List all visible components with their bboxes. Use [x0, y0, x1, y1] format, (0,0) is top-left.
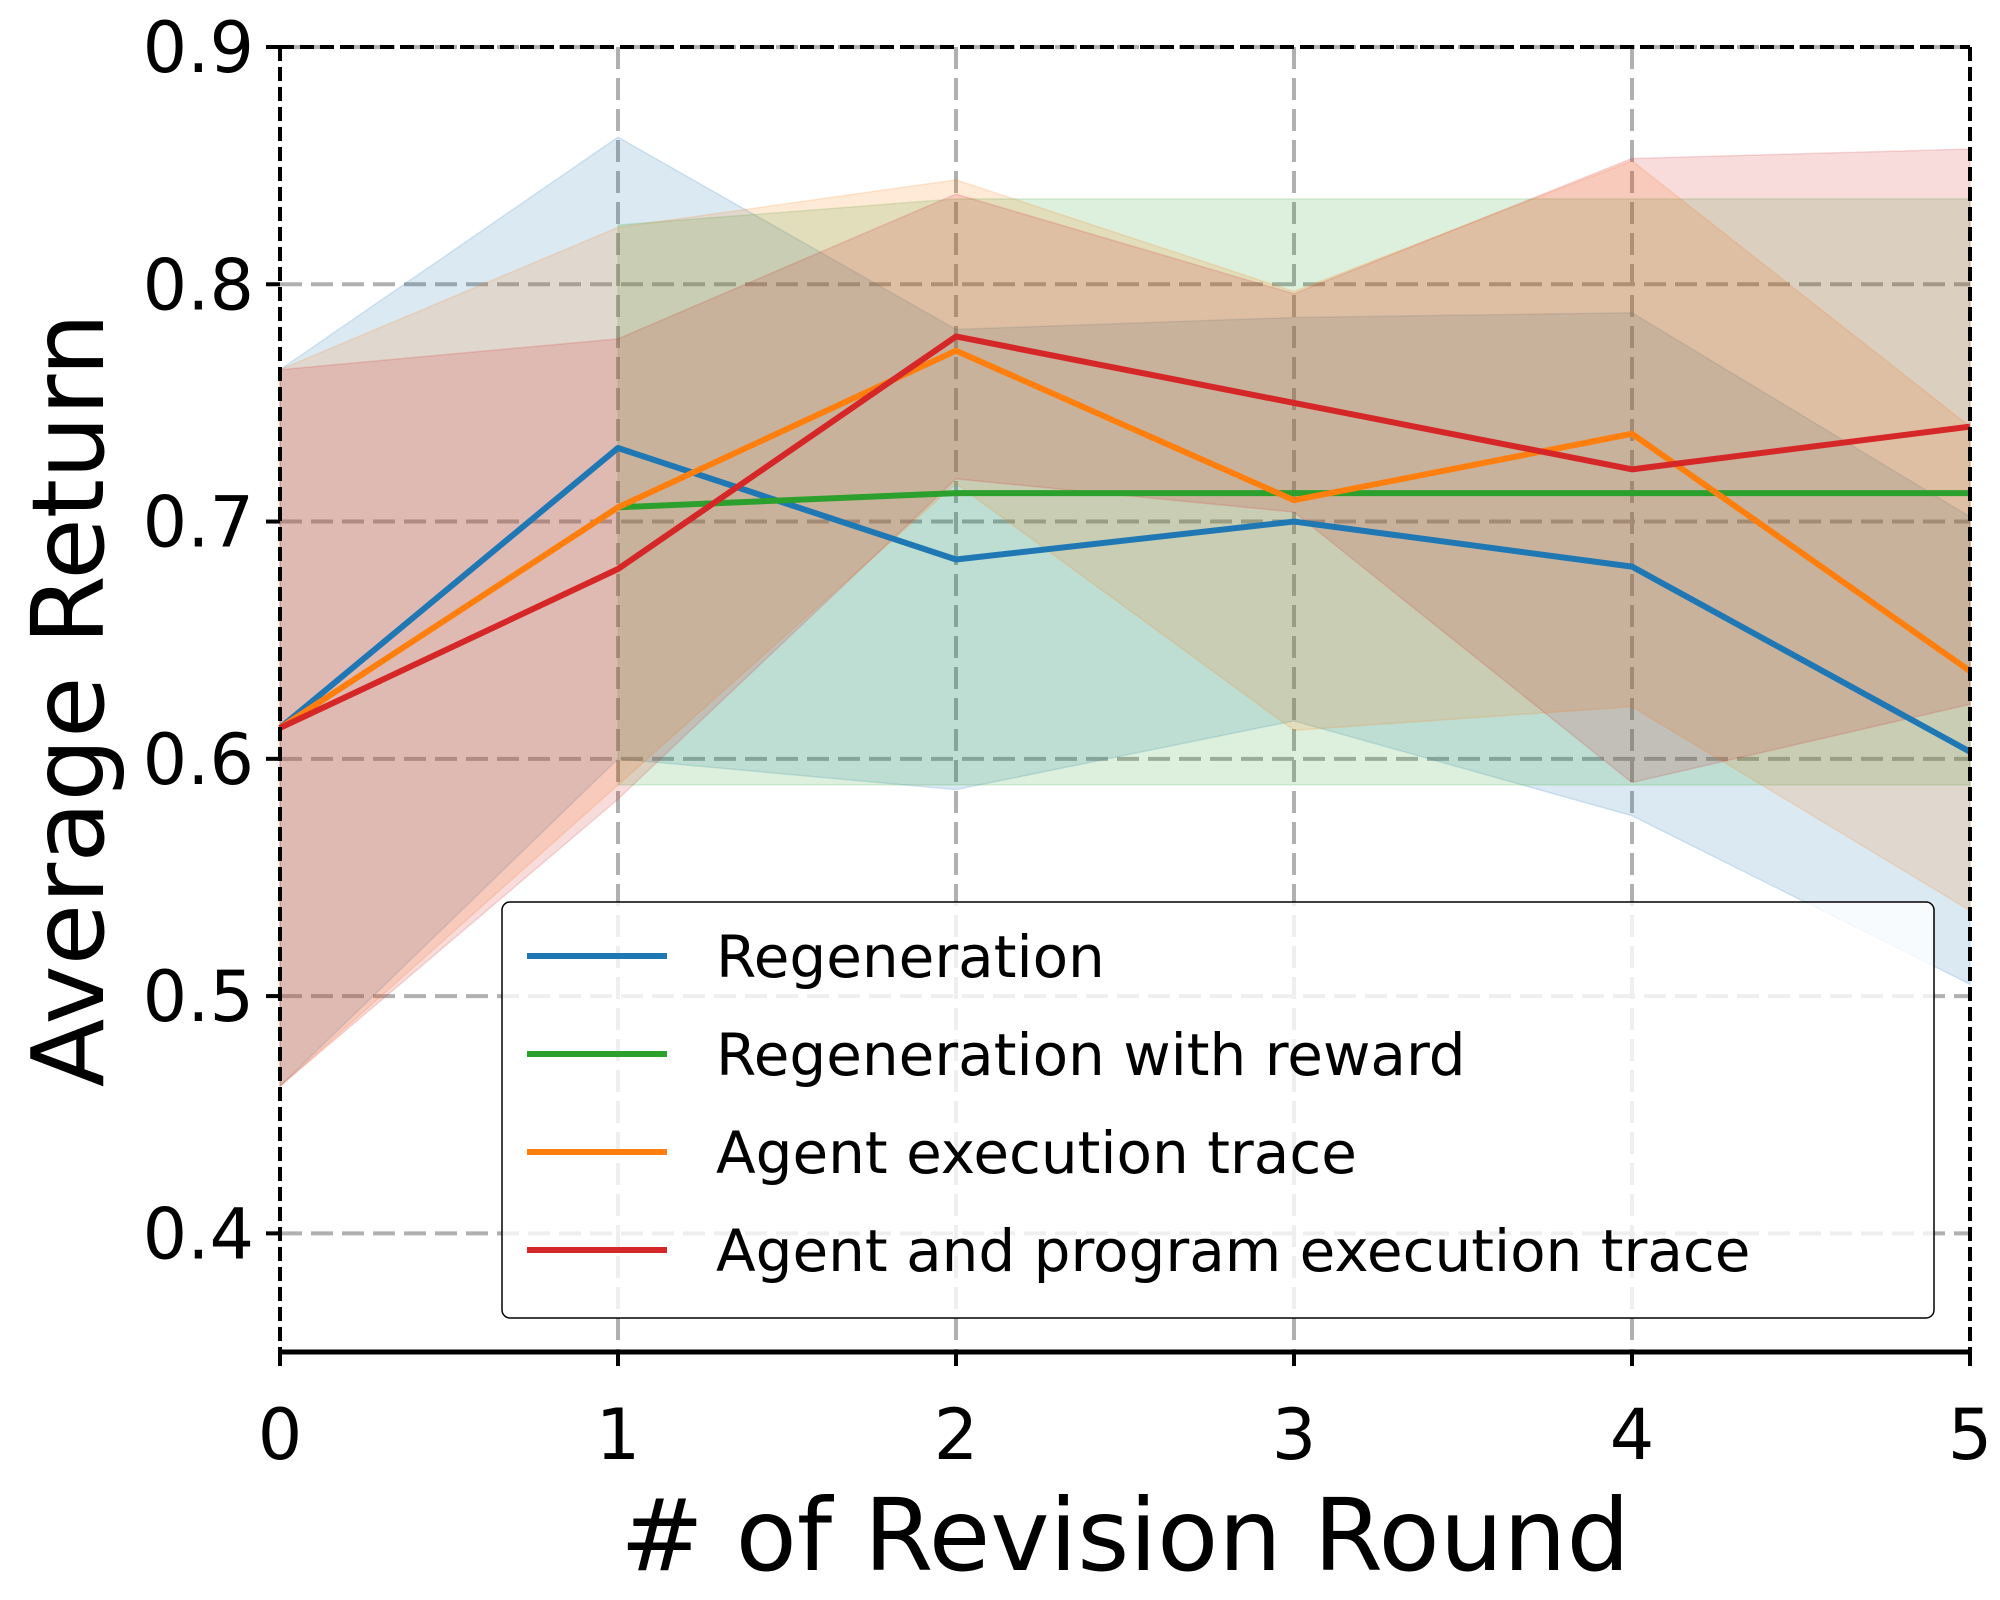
legend-item: Agent execution trace — [527, 1119, 1357, 1187]
legend-item: Regeneration — [527, 923, 1105, 991]
series-lines — [278, 333, 1972, 755]
y-tick-label: 0.5 — [143, 956, 254, 1038]
series-line — [617, 490, 1970, 511]
legend-label: Agent execution trace — [716, 1119, 1357, 1187]
y-tick-label: 0.7 — [143, 482, 254, 564]
x-tick-label: 2 — [934, 1394, 979, 1476]
x-axis-ticks: 0 1 2 3 4 5 — [258, 1352, 1993, 1476]
y-axis-ticks: 0.4 0.5 0.6 0.7 0.8 0.9 — [143, 7, 280, 1275]
legend-item: Agent and program execution trace — [527, 1217, 1750, 1285]
x-tick-label: 5 — [1948, 1394, 1993, 1476]
x-tick-label: 4 — [1610, 1394, 1655, 1476]
legend: Regeneration Regeneration with reward Agen… — [501, 901, 1935, 1319]
series-line — [278, 333, 1971, 731]
legend-box — [501, 901, 1935, 1319]
x-tick-label: 3 — [1272, 1394, 1317, 1476]
series-line — [278, 444, 1972, 755]
legend-item: Regeneration with reward — [527, 1021, 1466, 1089]
y-axis-title: Average Return — [10, 313, 127, 1087]
x-tick-label: 0 — [258, 1394, 303, 1476]
y-tick-label: 0.9 — [143, 7, 254, 89]
legend-label: Agent and program execution trace — [716, 1217, 1750, 1285]
confidence-band — [279, 136, 1971, 1089]
plot-frame — [278, 45, 1972, 1355]
y-tick-label: 0.8 — [143, 244, 254, 326]
legend-label: Regeneration — [716, 923, 1105, 991]
y-tick-label: 0.4 — [143, 1193, 254, 1275]
x-axis-title: # of Revision Round — [620, 1477, 1630, 1594]
x-tick-label: 1 — [596, 1394, 641, 1476]
confidence-bands — [279, 136, 1971, 1089]
y-tick-label: 0.6 — [143, 719, 254, 801]
legend-label: Regeneration with reward — [716, 1021, 1466, 1089]
series-line — [278, 347, 1972, 731]
confidence-band — [279, 148, 1971, 1088]
